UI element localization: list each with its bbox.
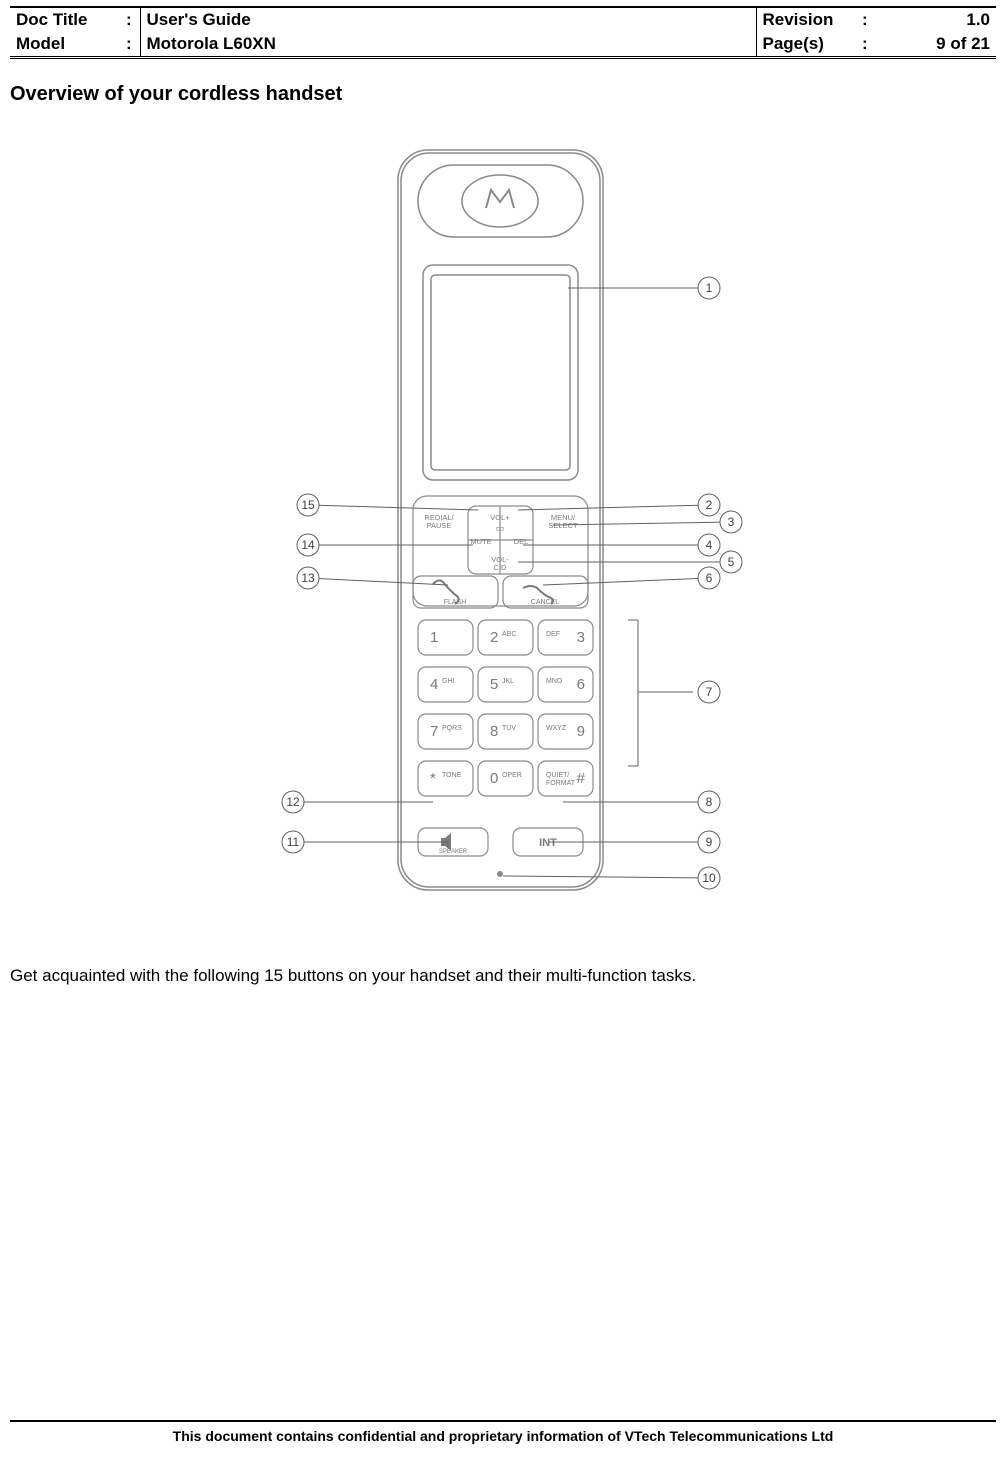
svg-text:1: 1 xyxy=(430,629,438,646)
svg-text:9: 9 xyxy=(706,835,713,849)
revision-label: Revision xyxy=(756,7,856,32)
cancel-label: CANCEL xyxy=(531,599,560,606)
svg-text:▭: ▭ xyxy=(496,523,505,533)
svg-text:#: # xyxy=(577,770,586,787)
svg-text:5: 5 xyxy=(728,555,735,569)
flash-label: FLASH xyxy=(444,599,467,606)
pages-value: 9 of 21 xyxy=(876,32,996,58)
svg-text:10: 10 xyxy=(702,871,716,885)
svg-text:QUIET/: QUIET/ xyxy=(546,772,569,779)
svg-text:FORMAT: FORMAT xyxy=(546,780,576,787)
doc-header-table: Doc Title : User's Guide Revision : 1.0 … xyxy=(10,6,996,59)
svg-text:2: 2 xyxy=(706,498,713,512)
svg-text:4: 4 xyxy=(430,676,438,693)
svg-text:JKL: JKL xyxy=(502,678,514,685)
svg-text:6: 6 xyxy=(706,571,713,585)
svg-text:4: 4 xyxy=(706,538,713,552)
doc-title-value: User's Guide xyxy=(140,7,756,32)
speaker-label: SPEAKER xyxy=(439,849,468,855)
colon: : xyxy=(856,7,876,32)
svg-text:9: 9 xyxy=(577,723,585,740)
svg-text:1: 1 xyxy=(706,281,713,295)
section-title: Overview of your cordless handset xyxy=(10,83,996,106)
svg-text:*: * xyxy=(430,770,436,787)
svg-text:7: 7 xyxy=(430,723,438,740)
svg-text:3: 3 xyxy=(728,515,735,529)
revision-value: 1.0 xyxy=(876,7,996,32)
body-text: Get acquainted with the following 15 but… xyxy=(10,966,996,986)
svg-text:VOL+: VOL+ xyxy=(490,513,510,522)
colon: : xyxy=(120,7,140,32)
svg-text:8: 8 xyxy=(490,723,498,740)
svg-text:GHI: GHI xyxy=(442,678,455,685)
svg-text:3: 3 xyxy=(577,629,585,646)
svg-text:TONE: TONE xyxy=(442,772,462,779)
colon: : xyxy=(856,32,876,58)
int-label: INT xyxy=(539,837,557,849)
svg-text:6: 6 xyxy=(577,676,585,693)
colon: : xyxy=(120,32,140,58)
svg-text:7: 7 xyxy=(706,685,713,699)
model-value: Motorola L60XN xyxy=(140,32,756,58)
svg-text:TUV: TUV xyxy=(502,725,516,732)
svg-text:5: 5 xyxy=(490,676,498,693)
svg-text:OPER: OPER xyxy=(502,772,522,779)
svg-text:8: 8 xyxy=(706,795,713,809)
svg-text:MNO: MNO xyxy=(546,678,563,685)
svg-text:PQRS: PQRS xyxy=(442,725,462,732)
svg-text:13: 13 xyxy=(301,571,315,585)
svg-text:2: 2 xyxy=(490,629,498,646)
pages-label: Page(s) xyxy=(756,32,856,58)
svg-text:15: 15 xyxy=(301,498,315,512)
svg-text:MUTE: MUTE xyxy=(470,537,491,546)
svg-text:DEF: DEF xyxy=(546,631,560,638)
svg-text:0: 0 xyxy=(490,770,498,787)
svg-text:ABC: ABC xyxy=(502,631,516,638)
model-label: Model xyxy=(10,32,120,58)
svg-text:12: 12 xyxy=(286,795,300,809)
svg-text:11: 11 xyxy=(287,835,300,849)
footer-text: This document contains confidential and … xyxy=(10,1420,996,1444)
svg-text:WXYZ: WXYZ xyxy=(546,725,567,732)
handset-svg: REDIAL/PAUSEMENU/SELECTMUTEDELVOL+VOL-CI… xyxy=(223,130,783,930)
handset-diagram: REDIAL/PAUSEMENU/SELECTMUTEDELVOL+VOL-CI… xyxy=(10,130,996,930)
svg-text:PAUSE: PAUSE xyxy=(427,521,452,530)
svg-text:14: 14 xyxy=(301,538,315,552)
svg-text:CID: CID xyxy=(494,563,508,572)
svg-text:SELECT: SELECT xyxy=(548,521,578,530)
doc-title-label: Doc Title xyxy=(10,7,120,32)
